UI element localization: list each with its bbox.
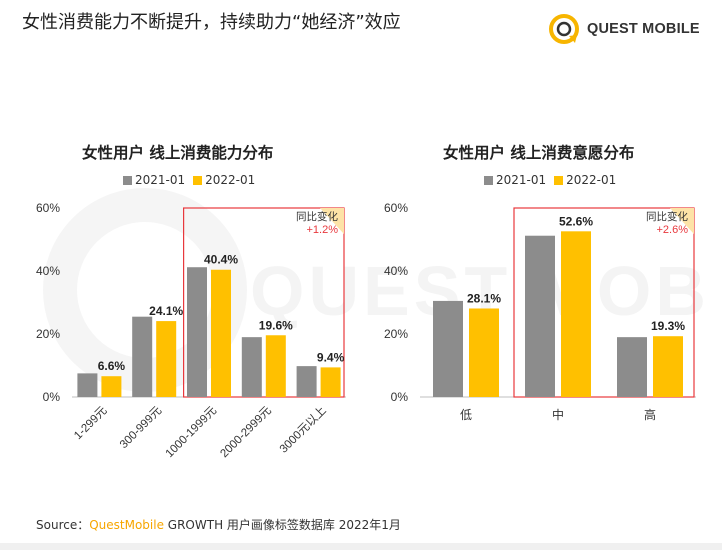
y-tick-label: 40% [36,264,60,278]
legend-swatch-2021 [123,175,132,185]
legend-label: 2022-01 [566,173,617,187]
source-note: Source：QuestMobile GROWTH 用户画像标签数据库 2022… [36,516,401,533]
bar-2022 [211,269,231,397]
data-label: 28.1% [467,291,501,305]
bar-2021 [617,337,647,397]
chart2-title: 女性用户 线上消费意愿分布 [443,144,635,162]
change-value: +1.2% [307,224,339,236]
page-title: 女性消费能力不断提升，持续助力“她经济”效应 [22,12,401,33]
data-label: 52.6% [559,214,593,228]
bar-2022 [156,321,177,397]
data-label: 6.6% [98,359,126,373]
chart1-title: 女性用户 线上消费能力分布 [82,144,274,162]
highlight-box [513,207,695,398]
bar-2021 [132,316,153,397]
bar-2021 [433,300,463,397]
bar-2021 [296,366,317,397]
highlight-box [183,207,345,398]
highlight-corner-ribbon [670,208,694,234]
y-tick-label: 20% [36,327,60,341]
legend-item-2022: 2022-01 [554,173,616,187]
bar-2021 [241,337,262,397]
x-tick-label: 高 [644,407,656,422]
brand-name: QUEST MOBILE [587,21,700,37]
data-label: 24.1% [149,304,183,318]
change-value: +2.6% [657,224,689,236]
legend-item-2021: 2021-01 [123,173,185,187]
x-tick-label: 中 [552,407,564,422]
legend-swatch-2021 [484,175,493,185]
legend-item-2021: 2021-01 [484,173,546,187]
source-prefix: Source： [36,518,90,532]
source-brand: QuestMobile [89,518,164,532]
y-tick-label: 60% [36,201,60,215]
bar-2022 [320,367,341,397]
legend-swatch-2022 [554,175,564,185]
change-label: 同比变化 [646,210,688,223]
source-detail: GROWTH 用户画像标签数据库 2022年1月 [163,518,401,532]
y-tick-label: 60% [384,201,408,215]
y-tick-label: 0% [391,390,409,404]
bar-2022 [561,231,591,397]
y-tick-label: 0% [43,390,61,404]
legend-item-2022: 2022-01 [193,173,255,187]
legend-label: 2022-01 [205,173,256,187]
bar-2021 [525,235,555,397]
chart1-legend: 2021-01 2022-01 [123,173,263,187]
bar-2022 [653,336,683,397]
y-tick-label: 40% [384,264,408,278]
bar-2022 [265,335,286,397]
y-tick-label: 20% [384,327,408,341]
bar-2022 [469,308,499,397]
bar-2021 [187,267,207,397]
data-label: 19.6% [259,318,293,332]
legend-label: 2021-01 [135,173,186,187]
data-label: 9.4% [317,350,345,364]
change-label: 同比变化 [296,210,338,223]
legend-label: 2021-01 [496,173,547,187]
x-tick-label: 低 [460,408,472,422]
brand-logo: QUEST MOBILE [547,12,700,46]
bar-2021 [77,373,98,397]
quest-mobile-logo-icon [549,14,579,44]
chart2-legend: 2021-01 2022-01 [484,173,624,187]
data-label: 19.3% [651,319,685,333]
data-label: 40.4% [204,253,238,267]
bar-2022 [101,376,122,397]
footer-bar [0,543,722,550]
legend-swatch-2022 [193,175,203,185]
highlight-corner-ribbon [320,208,344,234]
